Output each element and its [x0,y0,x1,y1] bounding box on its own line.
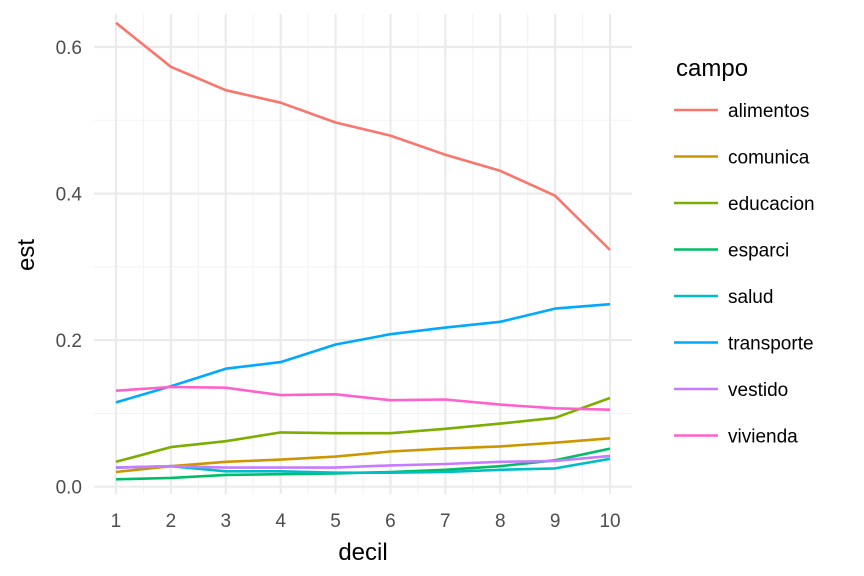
legend: campo alimentos comunica educacion esparci s… [674,55,815,448]
x-tick-label: 8 [495,511,506,532]
y-tick-label: 0.2 [56,331,82,352]
y-tick-label: 0.0 [56,478,82,499]
x-tick-label: 9 [550,511,561,532]
minor-gridlines [94,14,632,494]
series-line-salud [115,457,611,475]
major-gridlines [94,14,632,494]
y-axis-title: est [13,239,40,271]
x-tick-label: 5 [330,511,341,532]
x-tick-label: 2 [166,511,177,532]
legend-label-vivienda: vivienda [728,427,798,448]
y-tick-label: 0.4 [56,185,83,206]
legend-label-alimentos: alimentos [728,101,809,122]
legend-title: campo [676,55,748,82]
series-line-educacion [115,396,611,464]
x-tick-label: 10 [599,511,620,532]
y-tick-label: 0.6 [56,38,82,59]
x-axis-tick-labels: 1 2 3 4 5 6 7 8 9 10 [111,511,621,532]
x-tick-label: 3 [220,511,231,532]
legend-label-vestido: vestido [728,380,788,401]
series-line-transporte [115,302,611,404]
series-lines [115,21,611,481]
x-tick-label: 1 [111,511,122,532]
y-axis-tick-labels: 0.0 0.2 0.4 0.6 [56,38,83,499]
legend-label-educacion: educacion [728,194,815,215]
legend-label-transporte: transporte [728,334,814,355]
series-line-alimentos [115,21,611,251]
legend-label-salud: salud [728,287,773,308]
legend-label-comunica: comunica [728,148,810,169]
series-line-vestido [115,454,611,469]
series-line-comunica [115,437,611,474]
series-line-vivienda [115,385,611,411]
x-tick-label: 7 [440,511,451,532]
x-tick-label: 6 [385,511,396,532]
x-axis-title: decil [338,539,387,566]
x-tick-label: 4 [275,511,286,532]
legend-label-esparci: esparci [728,241,789,262]
